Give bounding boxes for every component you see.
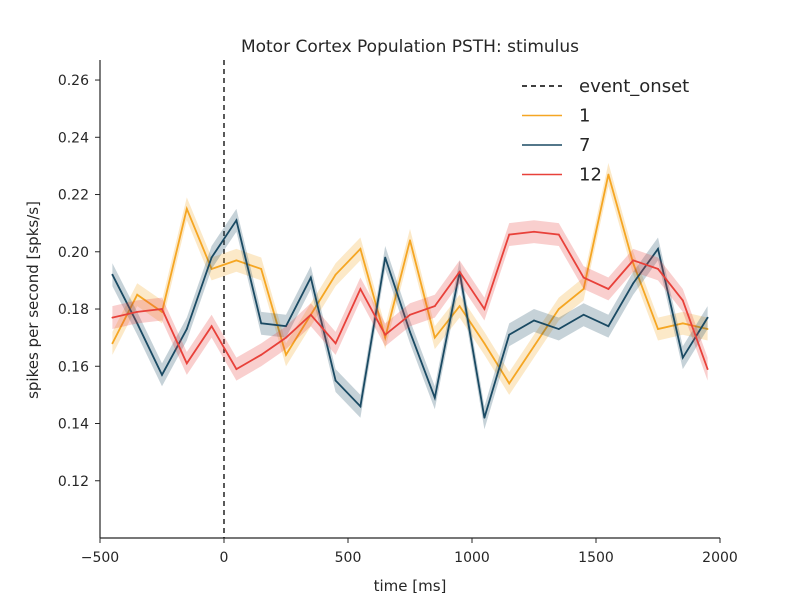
x-tick-label: 1500 xyxy=(578,550,614,566)
y-axis-ticks: 0.12 0.14 0.16 0.18 0.20 0.22 0.24 0.26 xyxy=(58,73,100,490)
y-tick-label: 0.24 xyxy=(58,130,89,146)
series-12-point xyxy=(557,233,560,236)
series-1-point xyxy=(185,207,188,210)
series-12-point xyxy=(508,233,511,236)
series-1-point xyxy=(508,382,511,385)
series-1-point xyxy=(458,305,461,308)
y-tick-label: 0.20 xyxy=(58,245,89,261)
series-12-point xyxy=(706,368,709,371)
series-7-point xyxy=(309,276,312,279)
series-1-point xyxy=(409,239,411,242)
series-1-point xyxy=(582,288,585,290)
series-12-point xyxy=(533,230,535,233)
series-12-point xyxy=(632,259,635,262)
series-1-point xyxy=(607,173,610,176)
series-12-point xyxy=(483,308,486,310)
series-7-point xyxy=(185,328,188,330)
series-12-point xyxy=(334,342,337,345)
series-7-point xyxy=(483,416,486,419)
x-axis-label: time [ms] xyxy=(374,577,447,595)
series-1-point xyxy=(334,273,337,276)
series-7-point xyxy=(359,405,362,408)
series-1-point xyxy=(111,342,114,345)
y-tick-label: 0.14 xyxy=(58,417,89,433)
x-tick-label: −500 xyxy=(81,550,119,566)
series-7-point xyxy=(533,319,535,322)
series-7-point xyxy=(657,248,659,250)
y-tick-label: 0.12 xyxy=(58,474,89,490)
y-axis-label: spikes per second [spks/s] xyxy=(24,201,42,399)
series-12-point xyxy=(136,310,139,313)
series-12-point xyxy=(285,336,287,339)
series-12-point xyxy=(235,368,238,371)
series-1-point xyxy=(384,336,387,339)
series-7-point xyxy=(161,373,163,376)
series-7-point xyxy=(508,333,511,336)
y-tick-label: 0.26 xyxy=(58,73,89,89)
series-12-point xyxy=(681,299,684,302)
series-1-point xyxy=(285,353,287,356)
series-1-point xyxy=(706,328,709,330)
series-12-point xyxy=(582,276,585,279)
plot-area xyxy=(99,60,720,539)
chart-title: Motor Cortex Population PSTH: stimulus xyxy=(241,37,579,57)
x-axis-ticks: −500 0 500 1000 1500 2000 xyxy=(81,538,738,566)
x-tick-label: 0 xyxy=(220,550,229,566)
series-7-point xyxy=(111,273,114,276)
series-7-band xyxy=(112,208,708,430)
legend-label: 1 xyxy=(579,106,590,127)
series-1-point xyxy=(260,268,263,270)
series-12-point xyxy=(359,288,362,290)
series-7-point xyxy=(285,325,287,328)
series-7-point xyxy=(681,356,684,359)
y-tick-label: 0.18 xyxy=(58,302,89,318)
series-1-point xyxy=(657,328,659,330)
series-12-point xyxy=(161,308,163,310)
series-12-point xyxy=(111,316,114,319)
legend-label: event_onset xyxy=(579,76,689,97)
series-12-point xyxy=(607,288,610,290)
x-tick-label: 500 xyxy=(335,550,362,566)
x-tick-label: 1000 xyxy=(454,550,490,566)
series-1-point xyxy=(136,293,139,296)
series-7-point xyxy=(607,325,610,328)
series-7-point xyxy=(334,379,337,382)
legend-label: 12 xyxy=(579,165,602,186)
series-12-point xyxy=(433,305,436,308)
series-12-point xyxy=(458,270,461,273)
series-12-point xyxy=(384,333,387,336)
series-12-point xyxy=(409,313,411,316)
series-1-point xyxy=(235,259,238,262)
series-12-point xyxy=(260,353,263,356)
series-7-point xyxy=(557,328,560,330)
x-tick-label: 2000 xyxy=(702,550,738,566)
series-7-point xyxy=(384,256,387,259)
series-1-point xyxy=(533,345,535,348)
series-1-point xyxy=(483,342,486,345)
series-7-point xyxy=(235,219,238,222)
series-1-point xyxy=(557,308,560,310)
series-1-point xyxy=(632,262,635,265)
series-12-point xyxy=(210,325,213,328)
series-1-point xyxy=(210,268,213,270)
legend: event_onset 1 7 12 xyxy=(522,76,689,186)
series-12-point xyxy=(309,313,312,316)
series-1-point xyxy=(433,336,436,339)
y-tick-label: 0.22 xyxy=(58,188,89,204)
legend-label: 7 xyxy=(579,135,590,156)
series-1-point xyxy=(681,322,684,325)
series-7-point xyxy=(632,282,635,285)
series-1-point xyxy=(359,248,362,250)
series-7-point xyxy=(582,313,585,316)
series-7-point xyxy=(706,316,709,319)
series-12-point xyxy=(185,362,188,365)
series-7-point xyxy=(136,322,139,325)
series-7-point xyxy=(260,322,263,325)
series-12-point xyxy=(657,268,659,270)
y-tick-label: 0.16 xyxy=(58,359,89,375)
series-7-point xyxy=(433,396,436,399)
series-7-point xyxy=(409,331,411,333)
series-7-point xyxy=(210,256,213,259)
